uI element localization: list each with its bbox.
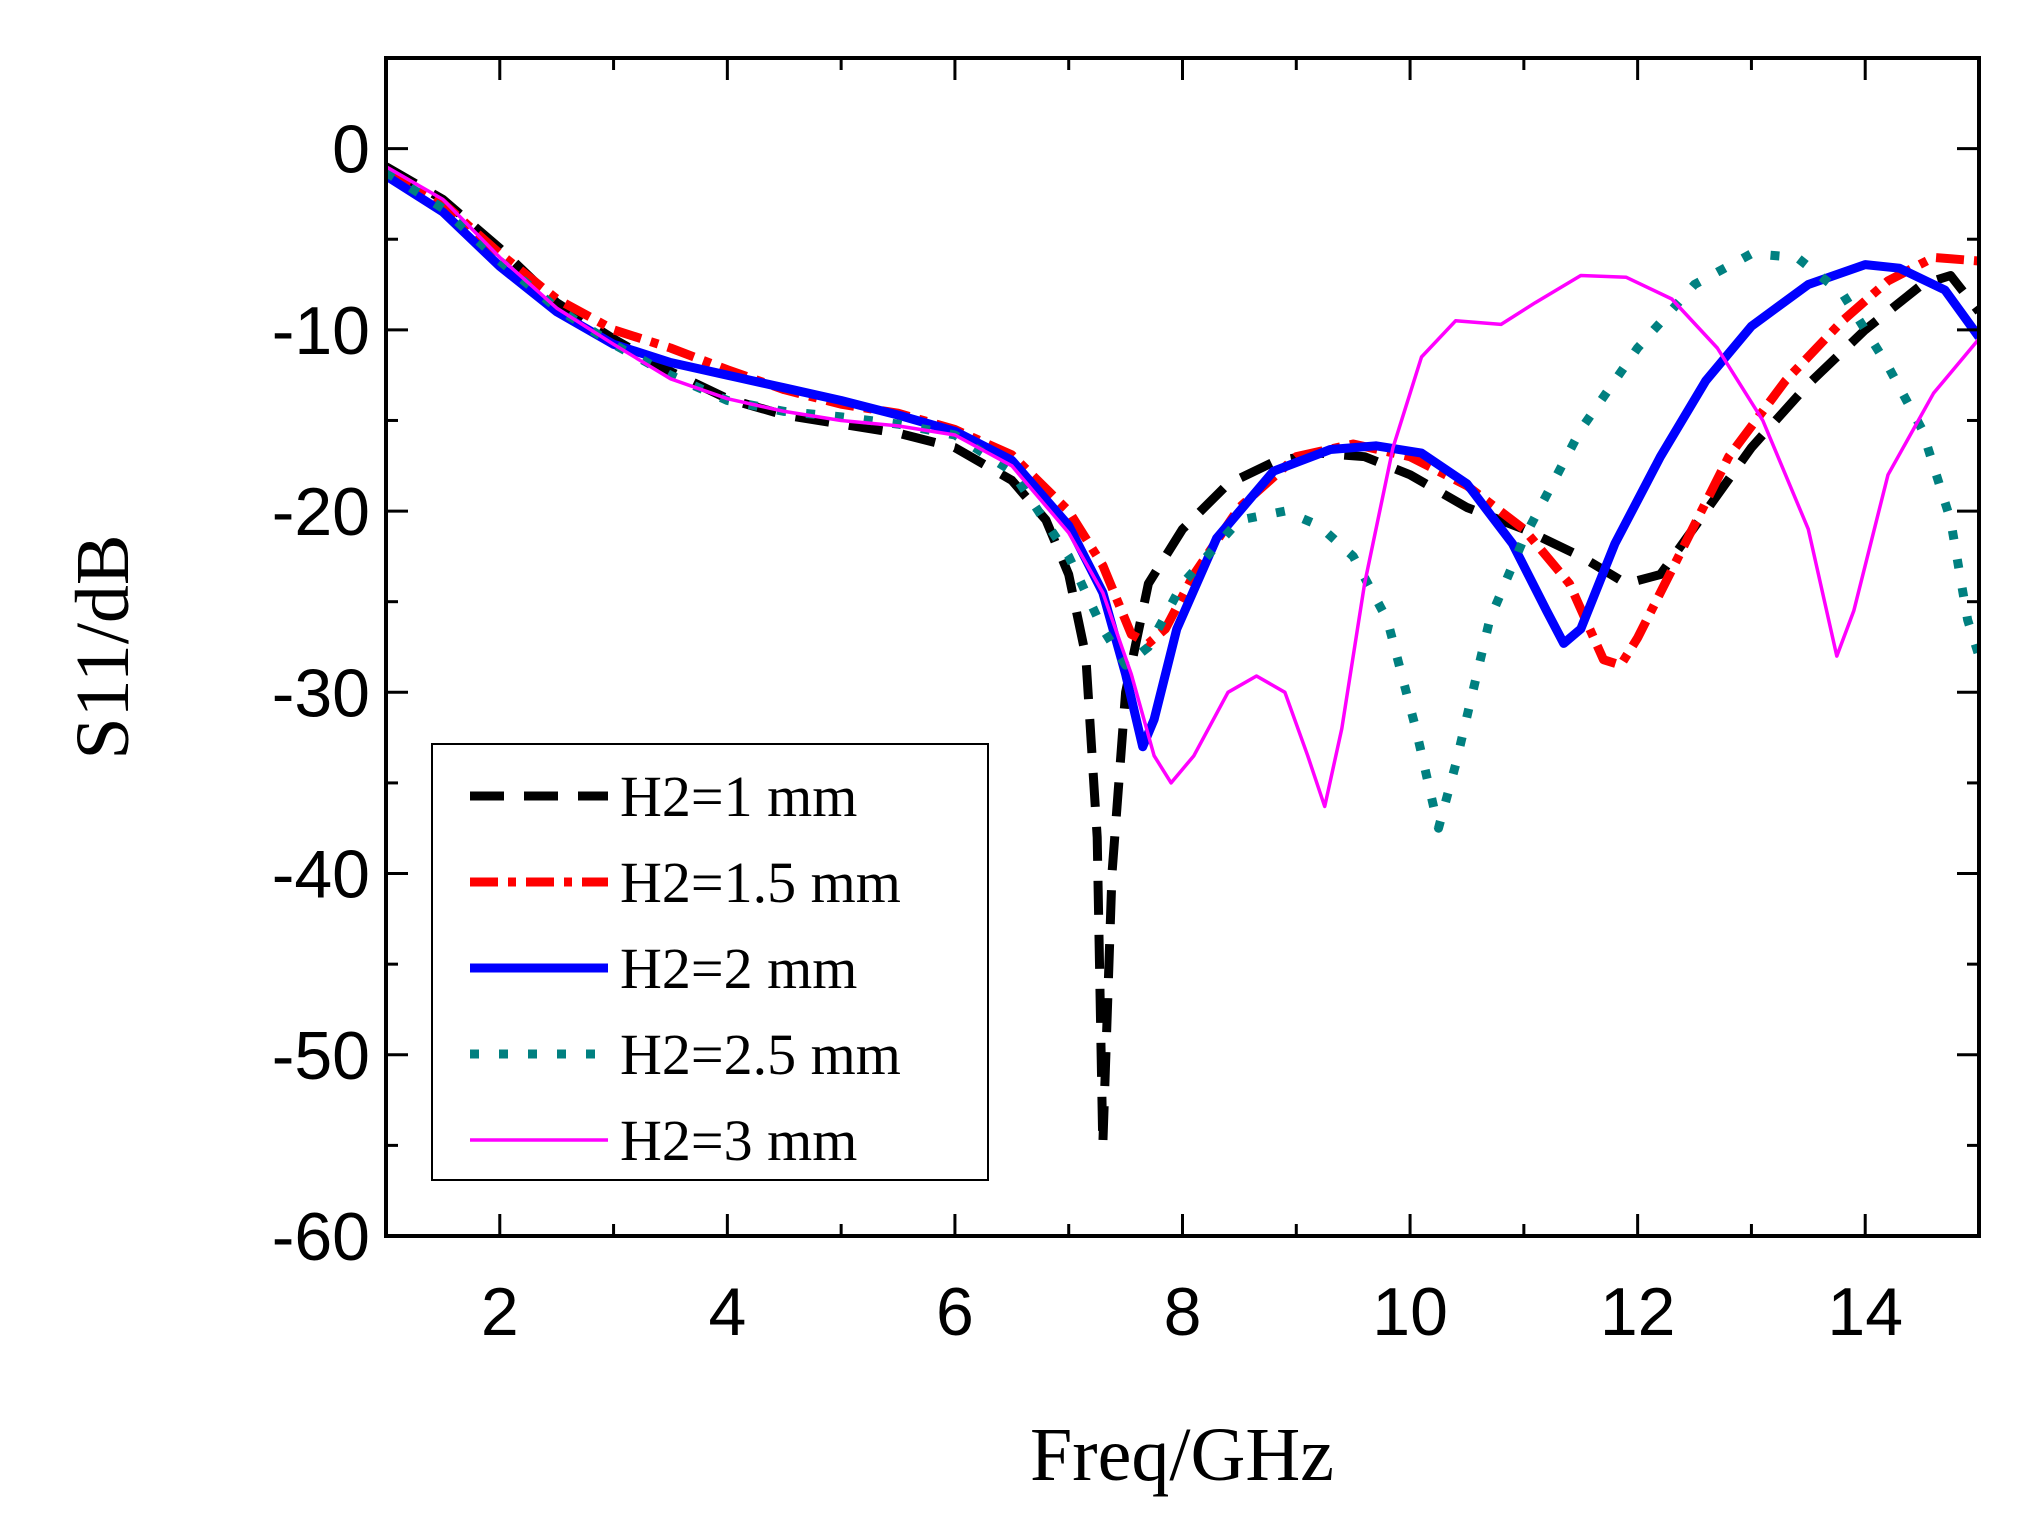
- y-tick-label: -20: [272, 474, 370, 550]
- s11-chart: 2 4 6 8 10 12 14 0 -10 -20 -30 -40 -50 -60 Freq/GHz S…: [0, 0, 2034, 1536]
- y-axis-title: S11/dB: [61, 534, 145, 759]
- x-tick-label: 4: [708, 1274, 746, 1350]
- x-tick-label: 14: [1827, 1274, 1903, 1350]
- y-tick-label: -60: [272, 1199, 370, 1275]
- x-tick-label: 6: [936, 1274, 974, 1350]
- x-axis-title: Freq/GHz: [1030, 1413, 1334, 1497]
- chart-background: [0, 0, 2034, 1536]
- legend-label-4: H2=2.5 mm: [620, 1022, 901, 1087]
- y-tick-label: -50: [272, 1018, 370, 1094]
- y-tick-label: -40: [272, 837, 370, 913]
- legend-label-1: H2=1 mm: [620, 764, 857, 829]
- legend: H2=1 mm H2=1.5 mm H2=2 mm H2=2.5 mm H2=3 mm: [432, 744, 988, 1180]
- x-tick-label: 12: [1600, 1274, 1676, 1350]
- x-tick-label: 2: [481, 1274, 519, 1350]
- legend-label-5: H2=3 mm: [620, 1108, 857, 1173]
- x-tick-label: 8: [1164, 1274, 1202, 1350]
- legend-label-2: H2=1.5 mm: [620, 850, 901, 915]
- x-tick-label: 10: [1372, 1274, 1448, 1350]
- y-tick-label: -30: [272, 655, 370, 731]
- y-tick-label: 0: [332, 112, 370, 188]
- y-tick-label: -10: [272, 293, 370, 369]
- legend-label-3: H2=2 mm: [620, 936, 857, 1001]
